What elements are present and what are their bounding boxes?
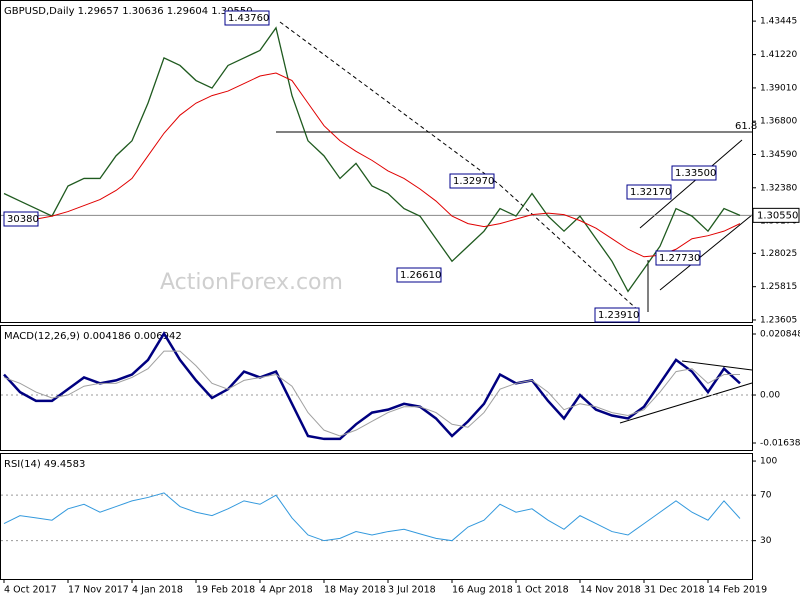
annotation: 1.33500	[675, 168, 716, 179]
y-tick-label: 1.25815	[760, 282, 797, 292]
annotation: 1.32170	[630, 187, 671, 198]
last-price-label: 1.30550	[757, 210, 798, 221]
x-tick-label: 4 Jan 2018	[132, 585, 183, 596]
annotation-box	[655, 250, 701, 266]
y-tick-label: 1.32380	[760, 183, 797, 193]
x-tick-label: 16 Aug 2018	[452, 585, 513, 596]
x-tick-label: 4 Apr 2018	[260, 585, 313, 596]
y-tick-label: 100	[760, 457, 777, 467]
y-tick-label: 1.41220	[760, 50, 797, 60]
x-tick-label: 18 May 2018	[324, 585, 386, 596]
x-tick-label: 19 Feb 2018	[196, 585, 255, 596]
x-tick-label: 4 Oct 2017	[4, 585, 57, 596]
trend-line	[659, 214, 753, 291]
watermark: ActionForex.com	[160, 270, 343, 295]
series-line	[3, 350, 740, 437]
annotation: 1.26610	[400, 270, 441, 281]
annotation: 1.32970	[453, 176, 494, 187]
x-tick-label: 14 Feb 2019	[708, 585, 767, 596]
y-tick-label: 70	[760, 491, 772, 501]
rsi-panel-frame	[0, 453, 753, 580]
annotation-box	[449, 173, 495, 189]
y-tick-label: 1.34590	[760, 150, 797, 160]
y-tick-label: 30	[760, 536, 772, 546]
y-tick-label: -0.016389	[760, 439, 800, 449]
annotation-box	[396, 267, 442, 283]
trend-line	[279, 21, 501, 186]
y-tick-label: 0.020848	[760, 329, 800, 339]
annotation: 30380	[7, 214, 39, 225]
annotation-box	[594, 307, 640, 323]
x-tick-label: 31 Dec 2018	[644, 585, 705, 596]
annotation-box	[224, 10, 270, 26]
annotation: 1.23910	[598, 310, 639, 321]
series-line	[3, 72, 741, 258]
series-line	[3, 492, 741, 542]
fib-label: 61.8	[735, 121, 757, 132]
annotation: 1.43760	[228, 13, 269, 24]
panel-title: MACD(12,26,9) 0.004186 0.006942	[4, 331, 182, 342]
macd-panel-frame	[0, 325, 753, 451]
trend-line	[619, 382, 753, 424]
price-panel-frame	[0, 0, 753, 323]
x-tick-label: 1 Oct 2018	[516, 585, 569, 596]
y-tick-label: 1.28025	[760, 249, 797, 259]
y-tick-label: 1.39010	[760, 83, 797, 93]
annotation-box	[3, 211, 39, 227]
last-price-box	[752, 207, 800, 223]
trend-line	[639, 139, 743, 229]
x-tick-label: 3 Jul 2018	[388, 585, 436, 596]
annotation-box	[626, 184, 672, 200]
x-tick-label: 17 Nov 2017	[68, 585, 129, 596]
y-tick-label: 1.23605	[760, 315, 797, 325]
y-tick-label: 1.43445	[760, 17, 797, 27]
panel-title: GBPUSD,Daily 1.29657 1.30636 1.29604 1.3…	[4, 6, 253, 17]
annotation-box	[671, 165, 717, 181]
panel-title: RSI(14) 49.4583	[4, 459, 85, 470]
y-tick-label: 0.00	[760, 391, 780, 401]
y-tick-label: 1.36800	[760, 117, 797, 127]
annotation: 1.27730	[659, 253, 700, 264]
trend-line	[681, 360, 753, 371]
x-tick-label: 14 Nov 2018	[580, 585, 641, 596]
series-line	[3, 26, 741, 293]
series-line	[3, 331, 741, 441]
